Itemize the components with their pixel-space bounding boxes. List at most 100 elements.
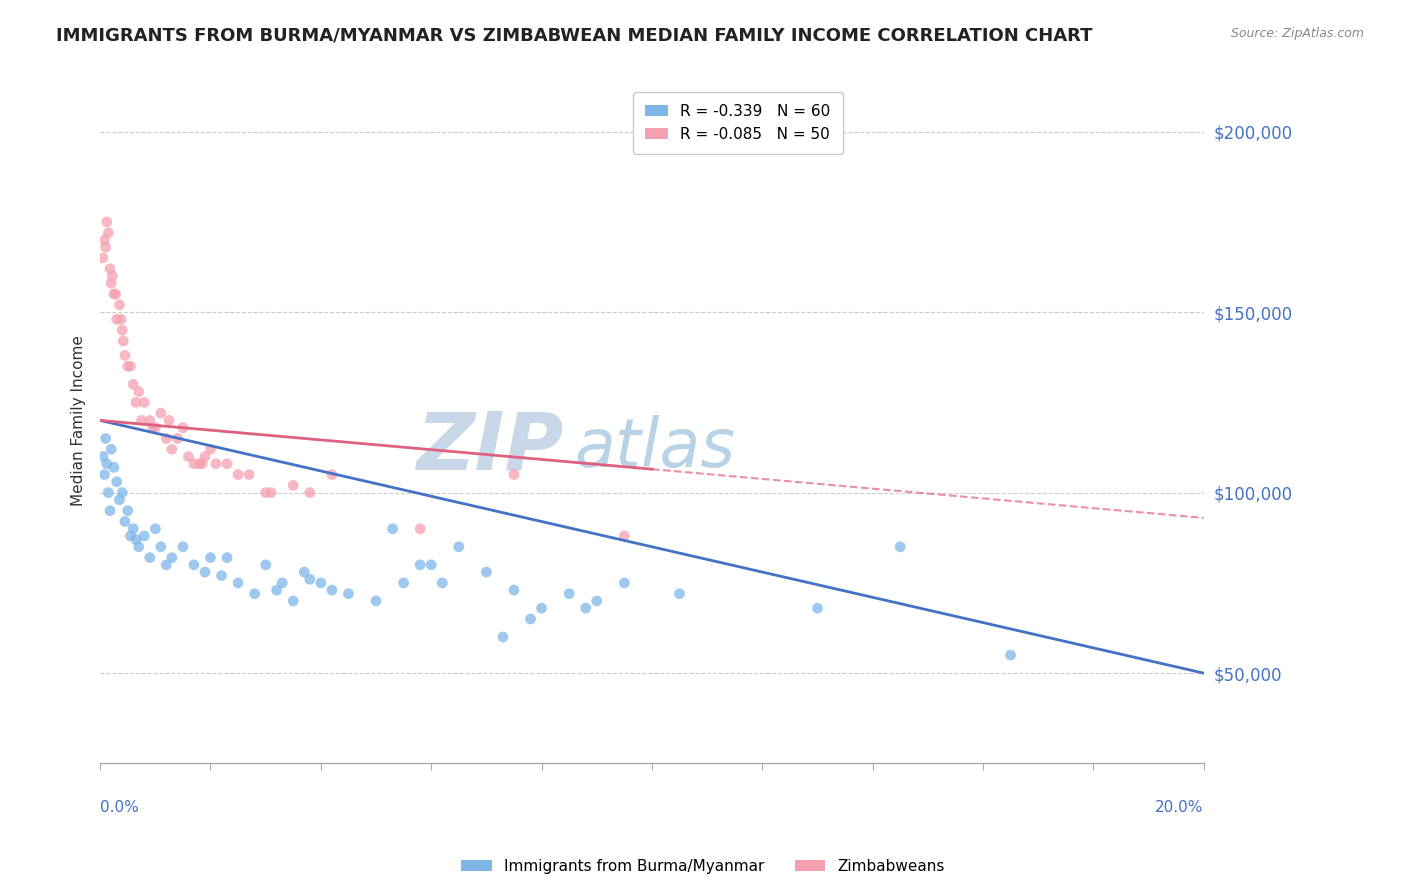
Point [271,575,294,590]
Text: Source: ZipAtlas.com: Source: ZipAtlas.com [1230,27,1364,40]
Point [128,384,150,399]
Point [530,601,553,615]
Point [191,457,214,471]
Point [226,575,249,590]
Point [91,251,114,265]
Point [254,485,277,500]
Point [519,612,541,626]
Point [143,522,166,536]
Point [1000,648,1022,662]
Point [104,287,127,301]
Point [120,529,142,543]
Point [98,504,121,518]
Point [292,565,315,579]
Point [238,467,260,482]
Point [155,432,177,446]
Point [97,226,120,240]
Point [194,450,217,464]
Point [194,565,217,579]
Point [205,457,228,471]
Point [503,583,526,598]
Point [183,558,205,572]
Point [110,312,132,326]
Point [125,533,148,547]
Point [117,359,139,374]
Point [432,575,454,590]
Point [321,583,343,598]
Point [91,450,114,464]
Point [475,565,498,579]
Point [139,550,162,565]
Point [254,558,277,572]
Point [134,395,156,409]
Point [114,348,136,362]
Point [155,558,177,572]
Point [260,485,283,500]
Point [243,587,266,601]
Point [98,261,121,276]
Point [120,359,142,374]
Point [149,406,172,420]
Point [93,233,115,247]
Point [492,630,515,644]
Point [283,594,305,608]
Point [160,442,183,457]
Point [172,420,194,434]
Point [108,298,131,312]
Text: atlas: atlas [575,415,735,481]
Point [172,540,194,554]
Point [111,485,134,500]
Point [100,442,122,457]
Point [298,485,321,500]
Point [141,420,163,434]
Point [200,550,222,565]
Point [409,522,432,536]
Point [139,413,162,427]
Legend: R = -0.339   N = 60, R = -0.085   N = 50: R = -0.339 N = 60, R = -0.085 N = 50 [633,92,844,154]
Point [93,467,115,482]
Point [215,550,238,565]
Point [122,522,145,536]
Point [108,492,131,507]
Point [96,457,118,471]
Point [188,457,211,471]
Point [97,485,120,500]
Y-axis label: Median Family Income: Median Family Income [72,335,86,506]
Point [364,594,387,608]
Point [309,575,332,590]
Point [103,460,125,475]
Point [134,529,156,543]
Point [668,587,690,601]
Point [266,583,288,598]
Point [558,587,581,601]
Text: 20.0%: 20.0% [1156,799,1204,814]
Legend: Immigrants from Burma/Myanmar, Zimbabweans: Immigrants from Burma/Myanmar, Zimbabwea… [456,853,950,880]
Point [392,575,415,590]
Point [131,413,153,427]
Point [298,572,321,586]
Point [114,515,136,529]
Point [160,550,183,565]
Point [157,413,180,427]
Point [117,504,139,518]
Point [200,442,222,457]
Point [447,540,470,554]
Point [105,312,128,326]
Point [321,467,343,482]
Point [226,467,249,482]
Point [503,467,526,482]
Point [211,568,233,582]
Point [337,587,360,601]
Point [585,594,607,608]
Point [122,377,145,392]
Point [143,420,166,434]
Point [94,432,117,446]
Point [283,478,305,492]
Point [111,323,134,337]
Point [96,215,118,229]
Point [166,432,188,446]
Point [613,575,636,590]
Point [409,558,432,572]
Point [183,457,205,471]
Point [806,601,828,615]
